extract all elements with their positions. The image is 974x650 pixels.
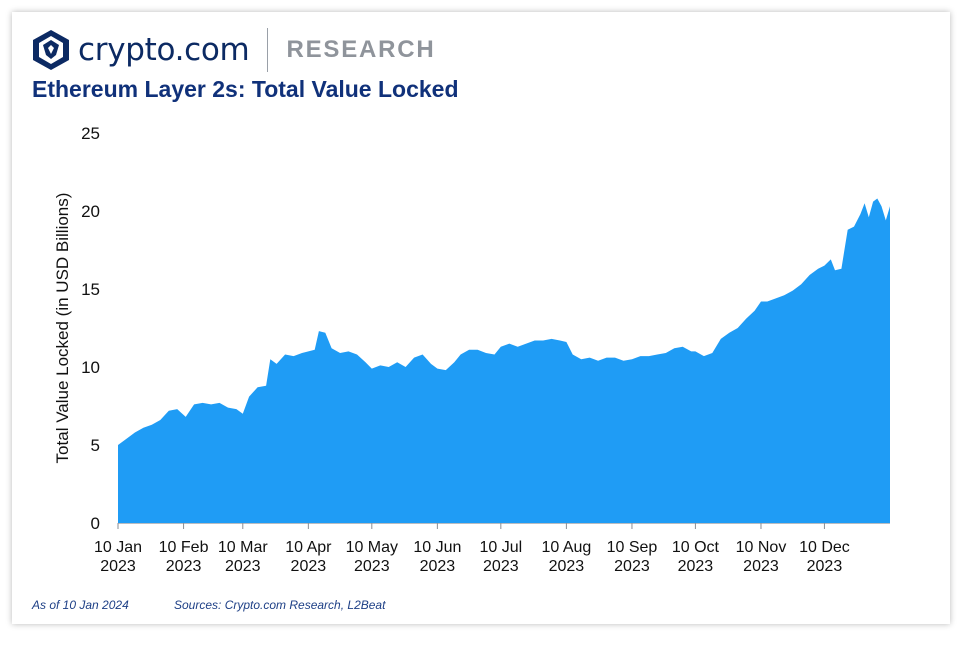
y-axis-label: Total Value Locked (in USD Billions) (53, 193, 72, 464)
x-tick-label: 10 May (346, 539, 398, 556)
y-tick-label: 10 (81, 358, 100, 377)
x-tick-year-label: 2023 (354, 558, 390, 575)
tvl-area-series (118, 198, 890, 523)
y-axis: 0 5 10 15 20 25 (81, 124, 100, 533)
x-tick-year-label: 2023 (483, 558, 519, 575)
x-tick-year-label: 2023 (549, 558, 585, 575)
y-tick-label: 20 (81, 202, 100, 221)
brand-header: crypto.com RESEARCH (32, 28, 436, 72)
y-tick-label: 0 (91, 514, 100, 533)
y-tick-label: 15 (81, 280, 100, 299)
x-tick-year-label: 2023 (100, 558, 136, 575)
x-axis: 10 Jan 2023 10 Feb 2023 10 Mar 2023 10 Apr 2023… (94, 523, 890, 575)
x-tick-year-label: 2023 (166, 558, 202, 575)
x-tick-label: 10 Feb (159, 539, 209, 556)
x-tick-label: 10 Sep (607, 539, 658, 556)
as-of-note: As of 10 Jan 2024 (32, 598, 129, 612)
x-tick-label: 10 Nov (736, 539, 787, 556)
x-tick-year-label: 2023 (420, 558, 456, 575)
x-tick-label: 10 Jul (479, 539, 522, 556)
x-tick-label: 10 Jan (94, 539, 142, 556)
x-tick-label: 10 Jun (413, 539, 461, 556)
y-tick-label: 5 (91, 436, 100, 455)
x-tick-year-label: 2023 (743, 558, 779, 575)
sources-note: Sources: Crypto.com Research, L2Beat (174, 598, 386, 612)
crypto-com-lion-icon (33, 30, 69, 70)
x-tick-year-label: 2023 (291, 558, 327, 575)
x-tick-year-label: 2023 (807, 558, 843, 575)
x-tick-label: 10 Apr (285, 539, 332, 556)
section-label: RESEARCH (286, 36, 436, 63)
y-tick-label: 25 (81, 124, 100, 143)
x-tick-label: 10 Aug (541, 539, 591, 556)
header-divider (267, 28, 269, 72)
x-tick-year-label: 2023 (614, 558, 650, 575)
brand-name: crypto.com (78, 32, 250, 68)
x-tick-label: 10 Dec (799, 539, 850, 556)
x-tick-label: 10 Oct (672, 539, 720, 556)
x-tick-year-label: 2023 (225, 558, 261, 575)
x-tick-year-label: 2023 (678, 558, 714, 575)
x-tick-label: 10 Mar (218, 539, 268, 556)
chart-title: Ethereum Layer 2s: Total Value Locked (32, 76, 459, 102)
